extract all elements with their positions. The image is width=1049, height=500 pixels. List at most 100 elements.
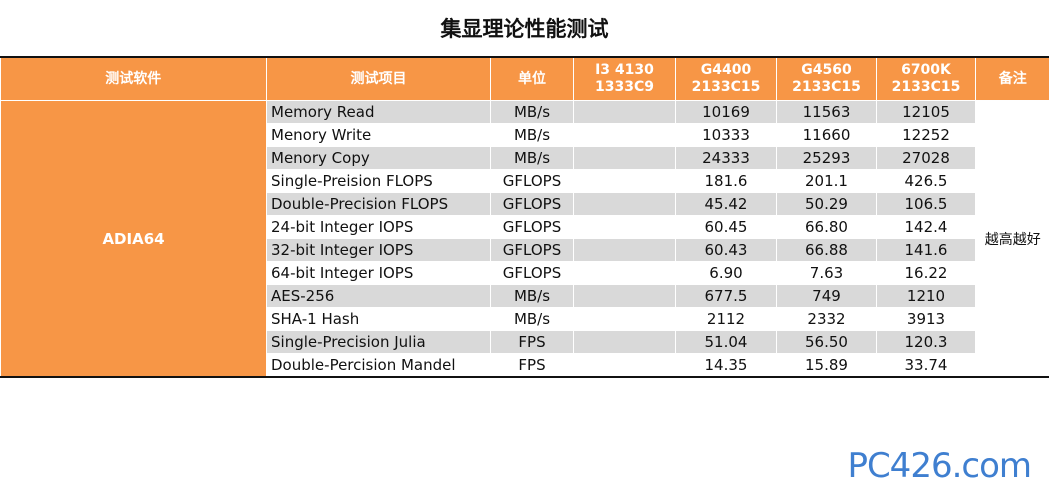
row-value-cpu2: 24333: [675, 146, 777, 170]
row-value-cpu3: 66.80: [776, 215, 877, 239]
table-row: Menory Copy MB/s 24333 25293 27028: [1, 146, 1049, 170]
header-cpu-2: G4400 2133C15: [675, 58, 777, 101]
header-cpu-4: 6700K 2133C15: [876, 58, 976, 101]
table-row: 64-bit Integer IOPS GFLOPS 6.90 7.63 16.…: [1, 261, 1049, 285]
row-value-cpu4: 27028: [876, 146, 976, 170]
row-value-cpu2: 14.35: [675, 353, 777, 376]
table-row: Menory Write MB/s 10333 11660 12252: [1, 123, 1049, 147]
page-title: 集显理论性能测试: [440, 17, 609, 41]
row-value-cpu3: 201.1: [776, 169, 877, 193]
row-item: Memory Read: [266, 100, 491, 124]
row-unit: GFLOPS: [490, 238, 574, 262]
row-value-cpu1: [573, 307, 676, 331]
row-value-cpu1: [573, 146, 676, 170]
row-value-cpu1: [573, 238, 676, 262]
header-cpu-1-mem: 1333C9: [595, 79, 654, 95]
row-unit: GFLOPS: [490, 169, 574, 193]
row-value-cpu1: [573, 215, 676, 239]
row-item: Menory Copy: [266, 146, 491, 170]
table-row: AES-256 MB/s 677.5 749 1210: [1, 284, 1049, 308]
row-value-cpu3: 11660: [776, 123, 877, 147]
row-unit: GFLOPS: [490, 261, 574, 285]
row-value-cpu4: 12252: [876, 123, 976, 147]
header-note: 备注: [975, 58, 1049, 101]
row-value-cpu3: 15.89: [776, 353, 877, 376]
row-value-cpu4: 1210: [876, 284, 976, 308]
row-value-cpu2: 45.42: [675, 192, 777, 216]
row-value-cpu4: 106.5: [876, 192, 976, 216]
header-cpu-2-name: G4400: [700, 62, 752, 78]
row-value-cpu3: 7.63: [776, 261, 877, 285]
header-cpu-1-name: I3 4130: [595, 62, 654, 78]
header-cpu-3-mem: 2133C15: [792, 79, 861, 95]
table-row: SHA-1 Hash MB/s 2112 2332 3913: [1, 307, 1049, 331]
row-item: Menory Write: [266, 123, 491, 147]
row-value-cpu2: 2112: [675, 307, 777, 331]
row-unit: MB/s: [490, 284, 574, 308]
row-unit: FPS: [490, 330, 574, 354]
header-cpu-3-name: G4560: [801, 62, 852, 78]
row-value-cpu2: 60.45: [675, 215, 777, 239]
row-item: Double-Percision Mandel: [266, 353, 491, 376]
row-unit: MB/s: [490, 123, 574, 147]
row-item: SHA-1 Hash: [266, 307, 491, 331]
header-cpu-3: G4560 2133C15: [776, 58, 877, 101]
note-cell: 越高越好: [975, 100, 1049, 376]
row-value-cpu2: 51.04: [675, 330, 777, 354]
row-value-cpu1: [573, 169, 676, 193]
row-unit: MB/s: [490, 146, 574, 170]
software-cell: ADIA64: [0, 100, 267, 376]
row-value-cpu1: [573, 192, 676, 216]
row-value-cpu2: 10333: [675, 123, 777, 147]
row-value-cpu3: 66.88: [776, 238, 877, 262]
row-value-cpu4: 12105: [876, 100, 976, 124]
row-value-cpu4: 16.22: [876, 261, 976, 285]
row-value-cpu1: [573, 261, 676, 285]
row-value-cpu2: 677.5: [675, 284, 777, 308]
row-item: AES-256: [266, 284, 491, 308]
row-value-cpu2: 181.6: [675, 169, 777, 193]
row-value-cpu2: 60.43: [675, 238, 777, 262]
row-value-cpu3: 25293: [776, 146, 877, 170]
row-value-cpu4: 120.3: [876, 330, 976, 354]
header-unit: 单位: [490, 58, 574, 101]
row-value-cpu1: [573, 284, 676, 308]
row-unit: MB/s: [490, 100, 574, 124]
row-item: 64-bit Integer IOPS: [266, 261, 491, 285]
row-value-cpu4: 142.4: [876, 215, 976, 239]
table-row: Double-Percision Mandel FPS 14.35 15.89 …: [1, 353, 1049, 376]
header-cpu-4-name: 6700K: [901, 62, 951, 78]
row-unit: GFLOPS: [490, 192, 574, 216]
row-value-cpu3: 2332: [776, 307, 877, 331]
row-unit: FPS: [490, 353, 574, 376]
row-unit: MB/s: [490, 307, 574, 331]
row-value-cpu3: 749: [776, 284, 877, 308]
row-value-cpu2: 10169: [675, 100, 777, 124]
row-value-cpu4: 426.5: [876, 169, 976, 193]
site-watermark: PC426.com: [847, 446, 1032, 486]
row-value-cpu1: [573, 100, 676, 124]
header-cpu-2-mem: 2133C15: [691, 79, 761, 95]
row-item: Single-Preision FLOPS: [266, 169, 491, 193]
table-row: 24-bit Integer IOPS GFLOPS 60.45 66.80 1…: [1, 215, 1049, 239]
row-value-cpu1: [573, 123, 676, 147]
row-value-cpu2: 6.90: [675, 261, 777, 285]
benchmark-table: 测试软件 测试项目 单位 I3 4130 1333C9 G4400 2133C15 …: [0, 56, 1049, 378]
header-software: 测试软件: [0, 58, 267, 101]
table-row: 32-bit Integer IOPS GFLOPS 60.43 66.88 1…: [1, 238, 1049, 262]
row-value-cpu4: 141.6: [876, 238, 976, 262]
table-row: ADIA64 Memory Read MB/s 10169 11563 1210…: [0, 100, 1049, 376]
table-row: Single-Preision FLOPS GFLOPS 181.6 201.1…: [1, 169, 1049, 193]
row-value-cpu3: 11563: [776, 100, 877, 124]
row-value-cpu1: [573, 353, 676, 376]
row-value-cpu4: 33.74: [876, 353, 976, 376]
row-item: 24-bit Integer IOPS: [266, 215, 491, 239]
row-item: Single-Precision Julia: [266, 330, 491, 354]
row-value-cpu3: 50.29: [776, 192, 877, 216]
header-cpu-4-mem: 2133C15: [891, 79, 961, 95]
header-item: 测试项目: [266, 58, 491, 101]
header-row: 测试软件 测试项目 单位 I3 4130 1333C9 G4400 2133C15 …: [0, 58, 1049, 101]
row-unit: GFLOPS: [490, 215, 574, 239]
row-value-cpu3: 56.50: [776, 330, 877, 354]
row-item: 32-bit Integer IOPS: [266, 238, 491, 262]
